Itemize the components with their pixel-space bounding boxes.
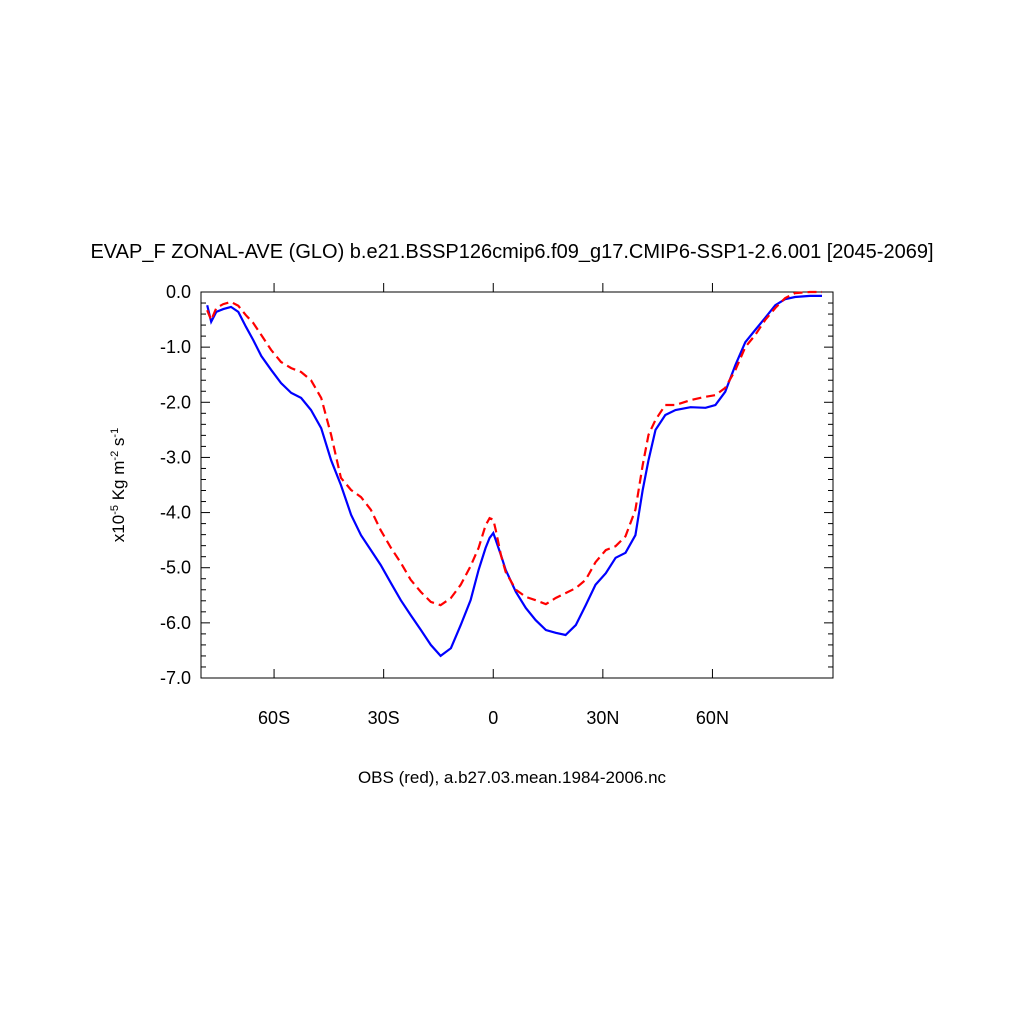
y-tick-label: -7.0 [160,668,191,688]
y-tick-label: -5.0 [160,558,191,578]
y-tick-label: 0.0 [166,282,191,302]
y-axis-label: x10-5 Kg m-2 s-1 [109,428,128,542]
y-axis-label-part: s [109,438,128,451]
y-axis-label-part: -2 [109,451,121,461]
data-line [206,290,822,607]
y-tick-label: -3.0 [160,447,191,467]
y-axis-label-part: -5 [109,505,121,515]
x-tick-label: 30S [368,708,400,728]
x-tick-label: 60N [696,708,729,728]
x-tick-label: 60S [258,708,290,728]
y-axis-label-part: x10 [109,515,128,542]
data-line [206,294,822,658]
x-tick-label: 30N [586,708,619,728]
plot-frame [200,291,834,679]
y-axis-label-part: Kg m [109,461,128,505]
x-tick-label: 0 [488,708,498,728]
y-tick-label: -6.0 [160,613,191,633]
y-tick-label: -2.0 [160,392,191,412]
x-axis-label: OBS (red), a.b27.03.mean.1984-2006.nc [358,768,667,787]
y-tick-label: -1.0 [160,337,191,357]
chart-title: EVAP_F ZONAL-AVE (GLO) b.e21.BSSP126cmip… [90,241,933,263]
y-tick-label: -4.0 [160,503,191,523]
y-axis-label-part: -1 [109,428,121,438]
